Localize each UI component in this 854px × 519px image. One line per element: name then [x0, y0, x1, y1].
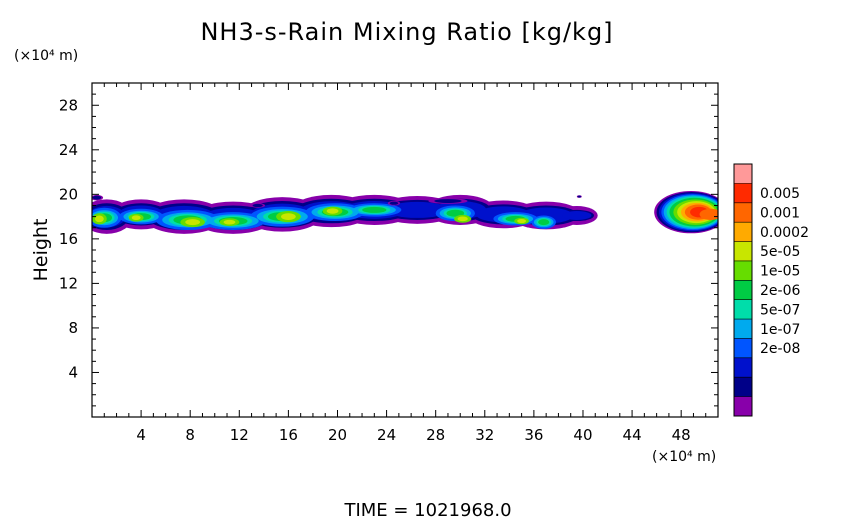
contour-blob: [538, 219, 550, 226]
y-tick-label: 20: [59, 185, 78, 203]
x-unit-label: (×10⁴ m): [652, 449, 716, 465]
contour-blob: [577, 195, 582, 198]
colorbar-frame: [733, 163, 753, 417]
y-tick-label: 24: [59, 141, 78, 159]
colorbar-label: 5e-07: [760, 302, 800, 318]
colorbar-swatch: [734, 202, 752, 223]
contour-field: [92, 190, 718, 234]
contour-blob: [434, 199, 462, 203]
x-tick-label: 32: [475, 426, 494, 444]
colorbar-swatch: [734, 357, 752, 378]
contour-blob: [185, 219, 201, 226]
y-unit-label: (×10⁴ m): [14, 48, 78, 64]
colorbar-label: 0.0002: [760, 225, 809, 241]
x-tick-label: 24: [377, 426, 396, 444]
colorbar-label: 5e-05: [760, 244, 800, 260]
y-axis-label: Height: [30, 219, 52, 282]
contour-blob: [131, 215, 141, 221]
contour-blob: [92, 195, 102, 200]
contour-blob: [699, 208, 718, 220]
x-tick-label: 12: [230, 426, 249, 444]
x-tick-label: 48: [672, 426, 691, 444]
x-tick-label: 44: [623, 426, 642, 444]
colorbar-label: 0.001: [760, 205, 800, 221]
footer-time: TIME = 1021968.0: [343, 500, 511, 519]
plot-frame: [91, 82, 719, 418]
colorbar-swatch: [734, 164, 752, 184]
colorbar-swatch: [734, 280, 752, 300]
colorbar-swatch: [734, 241, 752, 262]
x-tick-label: 4: [136, 426, 146, 444]
colorbar-swatch: [734, 338, 752, 359]
y-tick-label: 4: [68, 363, 78, 381]
x-tick-label: 8: [185, 426, 195, 444]
contour-blob: [223, 219, 236, 225]
x-tick-label: 28: [426, 426, 445, 444]
contour-blob: [457, 216, 468, 222]
y-tick-label: 12: [59, 274, 78, 292]
x-tick-label: 20: [328, 426, 347, 444]
y-tick-label: 16: [59, 230, 78, 248]
y-tick-label: 28: [59, 96, 78, 114]
colorbar-swatch: [734, 260, 752, 281]
contour-blob: [389, 201, 399, 205]
colorbar-swatch: [734, 396, 752, 417]
contour-blob: [446, 209, 465, 217]
colorbar-swatch: [734, 222, 752, 242]
x-tick-label: 40: [573, 426, 592, 444]
colorbar-label: 1e-05: [760, 264, 800, 280]
contour-blob: [517, 219, 527, 224]
colorbar-swatch: [734, 319, 752, 339]
axis-ticks: [92, 83, 718, 417]
x-tick-labels: 4 8 12 16 20 24 28 32 36 40 44 48: [136, 426, 690, 444]
y-tick-labels: 4 8 12 16 20 24 28: [59, 96, 78, 381]
contour-blob: [281, 213, 296, 220]
colorbar-label: 0.005: [760, 186, 800, 202]
x-tick-label: 36: [524, 426, 543, 444]
contour-blob: [385, 201, 449, 218]
colorbar: 0.005 0.001 0.0002 5e-05 1e-05 2e-06 5e-07 1e-0…: [733, 163, 809, 417]
y-tick-label: 8: [68, 319, 78, 337]
chart-title: NH3-s-Rain Mixing Ratio [kg/kg]: [200, 18, 613, 46]
x-tick-label: 16: [279, 426, 298, 444]
contour-blob: [326, 208, 339, 214]
contour-blob: [252, 203, 263, 208]
colorbar-swatch: [734, 183, 752, 204]
colorbar-label: 2e-08: [760, 341, 800, 357]
colorbar-label: 1e-07: [760, 322, 800, 338]
colorbar-label: 2e-06: [760, 283, 800, 299]
colorbar-swatch: [734, 377, 752, 397]
colorbar-swatch: [734, 299, 752, 320]
contour-blob: [562, 211, 592, 220]
contour-blob: [94, 215, 104, 223]
contour-blob: [362, 206, 387, 213]
